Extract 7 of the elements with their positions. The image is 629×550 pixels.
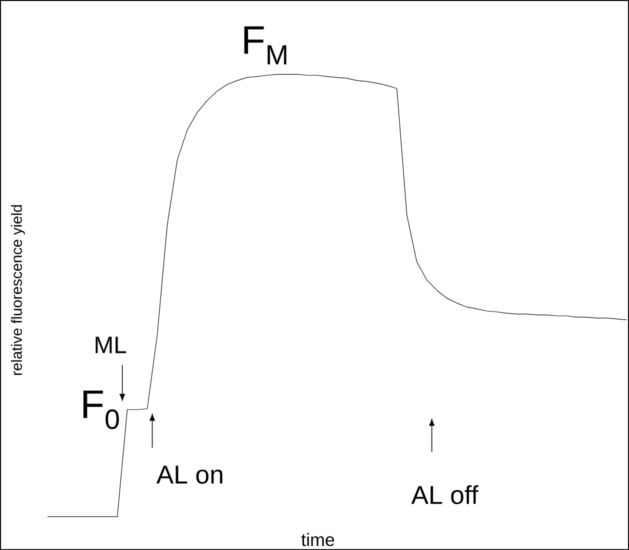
y-axis-title: relative fluorescence yield [11,205,25,375]
annotation: F$_{0}$ [83,390,119,430]
annotation: ML [96,336,126,354]
annotation: AL off [411,485,478,504]
text: F$_{M}$ [244,26,286,64]
x-axis-title: time [301,532,334,546]
annotation: AL on [156,466,222,484]
